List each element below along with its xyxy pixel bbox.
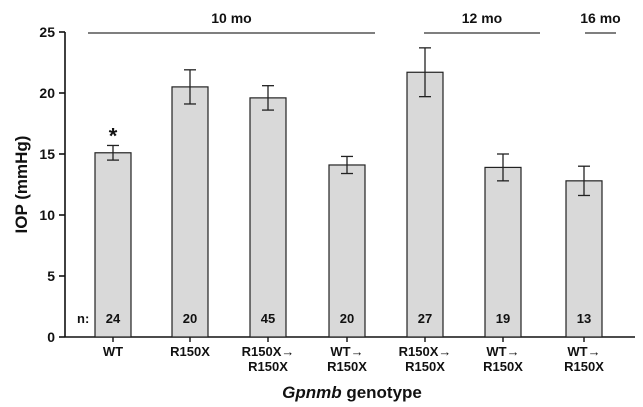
bar — [406, 71, 444, 338]
bar — [565, 180, 603, 338]
y-axis-title: IOP (mmHg) — [12, 136, 31, 234]
n-count-label: 24 — [106, 311, 121, 326]
category-label-line2: R150X — [327, 359, 367, 374]
category-label-line1: WT→ — [330, 344, 363, 359]
bar — [484, 166, 522, 338]
n-count-label: 19 — [496, 311, 510, 326]
y-tick-label: 15 — [39, 146, 55, 162]
age-group-label: 16 mo — [580, 10, 620, 26]
category-label-line1: R150X — [170, 344, 210, 359]
category-label-line2: R150X — [564, 359, 604, 374]
age-group-label: 10 mo — [211, 10, 251, 26]
x-axis-title: Gpnmb genotype — [282, 383, 422, 402]
n-count-label: 45 — [261, 311, 275, 326]
bar — [249, 97, 287, 338]
y-tick-label: 25 — [39, 24, 55, 40]
n-count-label: 27 — [418, 311, 432, 326]
category-label-line1: R150X→ — [399, 344, 452, 359]
chart-labels: IOP (mmHg) *24WT20R150X45R150X→R150X20WT→… — [12, 10, 621, 402]
bar — [94, 152, 132, 338]
x-axis-title-rest: genotype — [342, 383, 422, 402]
chart-axes: 0 5 10 15 20 25 — [39, 24, 635, 345]
y-tick-label: 10 — [39, 207, 55, 223]
bar — [328, 164, 366, 338]
n-count-label: 20 — [183, 311, 197, 326]
n-count-label: 20 — [340, 311, 354, 326]
n-prefix-label: n: — [77, 311, 89, 326]
y-tick-label: 20 — [39, 85, 55, 101]
x-axis-title-gene: Gpnmb — [282, 383, 342, 402]
y-tick-label: 0 — [47, 329, 55, 345]
age-group-label: 12 mo — [462, 10, 502, 26]
category-label-line2: R150X — [248, 359, 288, 374]
category-label-line2: R150X — [483, 359, 523, 374]
chart-bars — [94, 47, 603, 338]
category-label-line1: R150X→ — [242, 344, 295, 359]
category-label-line1: WT — [103, 344, 123, 359]
y-tick-label: 5 — [47, 268, 55, 284]
n-count-label: 13 — [577, 311, 591, 326]
category-label-line1: WT→ — [486, 344, 519, 359]
category-label-line2: R150X — [405, 359, 445, 374]
category-label-line1: WT→ — [567, 344, 600, 359]
bar — [171, 86, 209, 338]
significance-mark: * — [109, 123, 118, 148]
